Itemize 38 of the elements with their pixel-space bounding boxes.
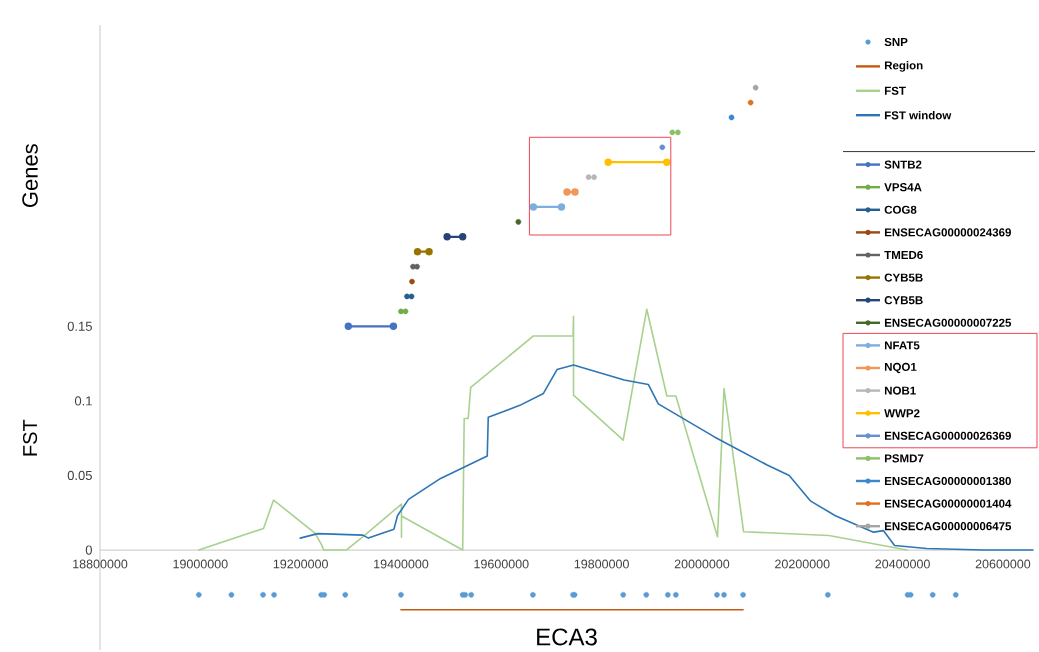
x-tick-label: 20600000 bbox=[975, 559, 1031, 569]
legend-label: CYB5B bbox=[884, 273, 923, 282]
legend-label: Region bbox=[884, 61, 923, 72]
legend-label: ENSECAG00000007225 bbox=[884, 318, 1012, 327]
text: Genes bbox=[22, 144, 38, 208]
legend-label: FST window bbox=[884, 110, 952, 120]
y-tick-label: 0.1 bbox=[74, 396, 92, 406]
legend-label: ENSECAG00000026369 bbox=[884, 431, 1011, 440]
legend-label: VPS4A bbox=[884, 183, 922, 192]
legend-label: ENSECAG00000006475 bbox=[884, 522, 1012, 531]
y-axis-title: FST bbox=[22, 419, 38, 456]
x-tick-label: 19000000 bbox=[173, 559, 228, 569]
legend-label: NFAT5 bbox=[884, 341, 920, 350]
legend-label: FST bbox=[884, 86, 906, 95]
x-tick-label: 20200000 bbox=[775, 559, 830, 569]
y-tick-label: 0.15 bbox=[67, 321, 92, 331]
legend-label: SNP bbox=[884, 37, 908, 47]
legend-label: WWP2 bbox=[884, 409, 920, 418]
x-tick-label: 19200000 bbox=[273, 559, 328, 569]
legend-label: COG8 bbox=[884, 205, 917, 214]
legend-label: TMED6 bbox=[884, 250, 923, 260]
x-tick-label: 19600000 bbox=[474, 559, 529, 569]
legend-label: NOB1 bbox=[884, 386, 916, 395]
legend-label: ENSECAG00000001380 bbox=[884, 476, 1011, 486]
legend-label: CYB5B bbox=[884, 296, 923, 305]
legend-label: PSMD7 bbox=[884, 454, 924, 463]
x-tick-label: 18800000 bbox=[73, 559, 128, 569]
x-tick-label: 20000000 bbox=[674, 559, 730, 569]
x-tick-label: 20400000 bbox=[875, 559, 930, 569]
x-tick-label: 19400000 bbox=[374, 559, 429, 569]
x-axis-title: ECA3 bbox=[537, 628, 597, 646]
legend-label: NQO1 bbox=[884, 362, 917, 374]
y-tick-label: 0.05 bbox=[67, 470, 92, 481]
x-tick-label: 19800000 bbox=[574, 559, 629, 569]
legend-label: ENSECAG00000001404 bbox=[884, 499, 1012, 508]
y-tick-label: 0 bbox=[85, 545, 92, 555]
legend-label: SNTB2 bbox=[884, 160, 922, 169]
legend-label: ENSECAG00000024369 bbox=[884, 228, 1011, 237]
